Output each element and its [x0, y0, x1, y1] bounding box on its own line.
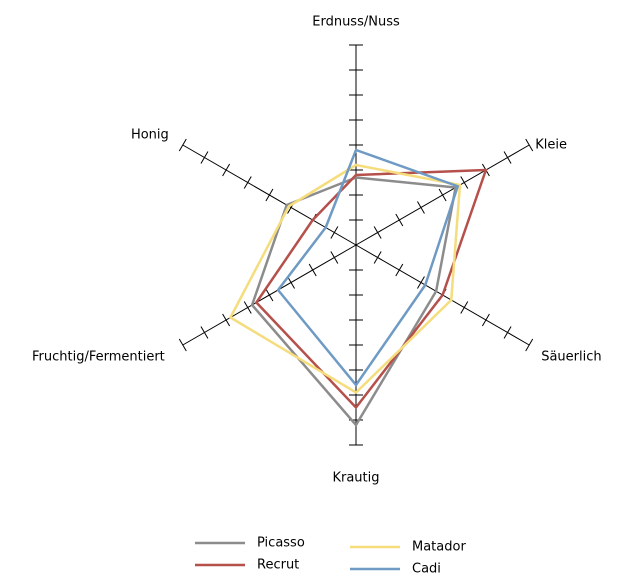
tick-mark: [222, 163, 231, 177]
tick-mark: [373, 226, 382, 239]
tick-mark: [178, 138, 187, 152]
tick-mark: [330, 251, 339, 264]
legend-label: Picasso: [257, 536, 305, 551]
tick-mark: [265, 288, 274, 302]
tick-mark: [265, 188, 274, 202]
tick-mark: [200, 151, 209, 164]
legend-label: Recrut: [257, 558, 299, 573]
legend-label: Cadi: [412, 562, 441, 577]
axis-label: Erdnuss/Nuss: [312, 15, 400, 30]
tick-mark: [373, 251, 382, 264]
tick-mark: [330, 226, 339, 239]
axis-label: Kleie: [535, 138, 567, 153]
tick-mark: [460, 301, 469, 314]
tick-mark: [525, 338, 534, 352]
tick-mark: [481, 313, 490, 327]
tick-mark: [503, 151, 512, 164]
axis-label: Honig: [131, 128, 169, 143]
tick-mark: [308, 263, 317, 277]
legend-label: Matador: [412, 540, 466, 555]
tick-mark: [503, 326, 512, 339]
series-line: [276, 148, 460, 387]
series-line: [250, 176, 457, 427]
tick-mark: [243, 176, 252, 189]
tick-mark: [200, 326, 209, 339]
tick-mark: [395, 263, 404, 277]
tick-mark: [243, 301, 252, 314]
series-line: [229, 163, 462, 394]
tick-mark: [438, 188, 447, 202]
tick-mark: [287, 276, 295, 289]
axis-label: Krautig: [332, 471, 379, 486]
tick-mark: [417, 276, 425, 289]
tick-mark: [395, 213, 404, 227]
tick-mark: [460, 176, 469, 189]
tick-mark: [417, 201, 425, 214]
axis-label: Säuerlich: [541, 350, 601, 365]
axis-label: Fruchtig/Fermentiert: [32, 350, 165, 365]
tick-mark: [222, 313, 231, 327]
series-line: [255, 168, 488, 409]
tick-mark: [525, 138, 534, 152]
tick-mark: [178, 338, 187, 352]
